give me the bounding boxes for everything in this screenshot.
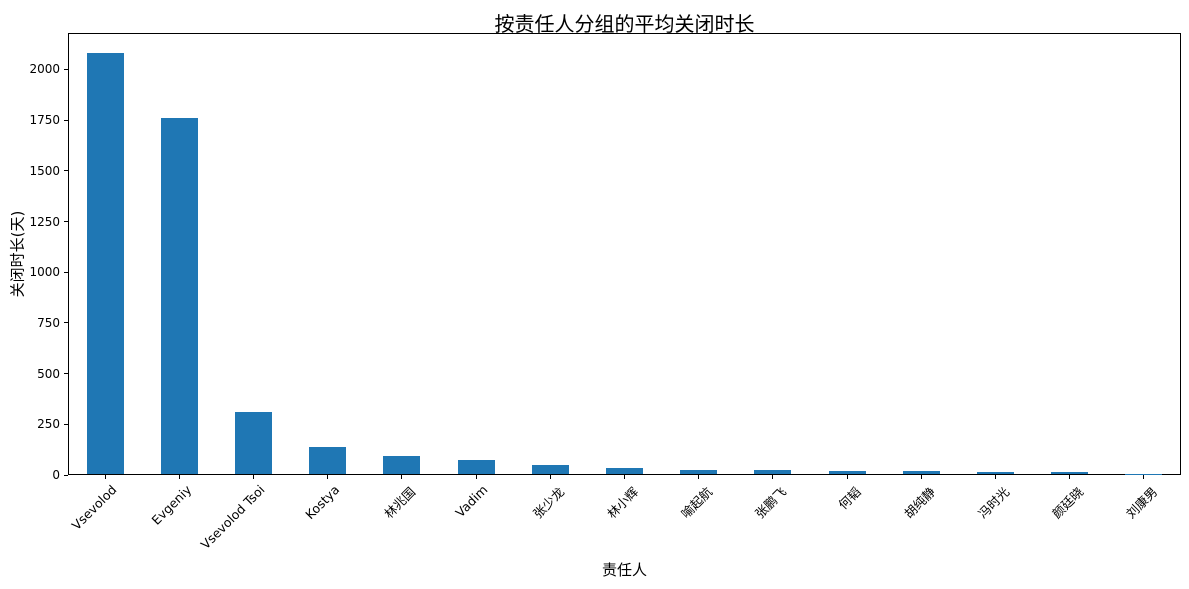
x-tick-mark	[1143, 475, 1145, 479]
x-axis-label: 责任人	[601, 561, 647, 579]
chart-title: 按责任人分组的平均关闭时长	[494, 12, 755, 36]
x-tick-mark	[772, 475, 774, 479]
x-tick-label: Vadim	[452, 482, 491, 521]
x-tick-label: Vsevolod	[68, 482, 120, 533]
x-tick-label: 何韬	[835, 484, 864, 513]
x-tick-mark	[253, 475, 254, 479]
x-tick-label: Vsevolod Tsoi	[198, 482, 269, 553]
x-tick-label: 冯时光	[975, 484, 1013, 522]
y-tick-label: 250	[37, 417, 60, 432]
x-tick-label: 张鹏飞	[752, 484, 790, 522]
x-tick-mark	[1069, 475, 1071, 479]
y-axis-label: 关闭时长(天)	[8, 210, 27, 298]
y-tick-label: 2000	[29, 62, 60, 77]
x-tick-label: 颜廷晓	[1049, 484, 1087, 522]
x-tick-mark	[178, 475, 180, 479]
x-tick-label: 胡纯静	[900, 484, 939, 522]
y-tick-label: 500	[37, 366, 60, 381]
x-tick-label: 林兆国	[381, 484, 419, 522]
x-tick-mark	[995, 475, 996, 479]
x-tick-label: Evgeniy	[148, 482, 194, 528]
x-tick-label: 张少龙	[529, 484, 568, 522]
x-tick-mark	[549, 475, 551, 479]
x-tick-mark	[475, 475, 477, 479]
y-tick-label: 1750	[29, 113, 60, 128]
x-tick-label: 刘康男	[1123, 484, 1161, 522]
x-tick-mark	[327, 475, 329, 479]
x-tick-label: Kostya	[302, 482, 343, 523]
x-tick-mark	[104, 475, 106, 479]
x-tick-label: 喻起航	[678, 484, 716, 522]
y-tick-label: 750	[37, 315, 60, 330]
x-tick-mark	[846, 475, 848, 479]
x-tick-mark	[698, 475, 700, 479]
y-tick-label: 1500	[29, 163, 60, 178]
x-tick-mark	[920, 475, 922, 479]
x-tick-mark	[401, 475, 403, 479]
plot-area	[68, 33, 1181, 475]
x-tick-label: 林小辉	[604, 484, 642, 522]
y-tick-label: 0	[52, 468, 60, 482]
x-tick-mark	[624, 475, 625, 479]
